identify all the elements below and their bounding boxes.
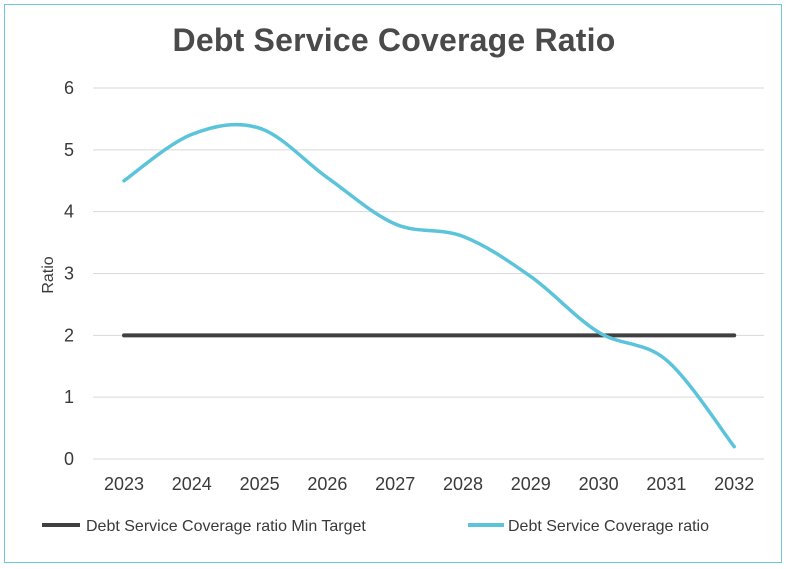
x-tick-2027: 2027: [375, 474, 415, 494]
y-axis-label: Ratio: [40, 256, 57, 293]
series-lines: [122, 122, 737, 449]
legend-label-min-target: Debt Service Coverage ratio Min Target: [86, 518, 366, 535]
x-tick-2028: 2028: [443, 474, 483, 494]
y-tick-5: 5: [64, 140, 74, 160]
y-tick-6: 6: [64, 78, 74, 98]
y-tick-0: 0: [64, 449, 74, 469]
y-tick-2: 2: [64, 325, 74, 345]
x-tick-2024: 2024: [172, 474, 212, 494]
y-tick-labels: 0 1 2 3 4 5 6: [64, 78, 74, 469]
chart-frame: [4, 4, 782, 563]
x-tick-2032: 2032: [714, 474, 754, 494]
x-tick-2031: 2031: [646, 474, 686, 494]
x-tick-2026: 2026: [307, 474, 347, 494]
x-tick-2029: 2029: [511, 474, 551, 494]
series-line-dscr: [122, 122, 736, 449]
x-tick-2025: 2025: [240, 474, 280, 494]
x-tick-2023: 2023: [104, 474, 144, 494]
grid-lines: [93, 87, 764, 460]
legend: Debt Service Coverage ratio Min Target De…: [42, 518, 709, 535]
y-tick-4: 4: [64, 202, 74, 222]
x-tick-2030: 2030: [579, 474, 619, 494]
legend-label-dscr: Debt Service Coverage ratio: [508, 518, 709, 535]
y-tick-3: 3: [64, 264, 74, 284]
chart-title: Debt Service Coverage Ratio: [172, 22, 616, 58]
y-tick-1: 1: [64, 387, 74, 407]
x-tick-labels: 2023 2024 2025 2026 2027 2028 2029 2030 2031 2032: [104, 474, 754, 494]
